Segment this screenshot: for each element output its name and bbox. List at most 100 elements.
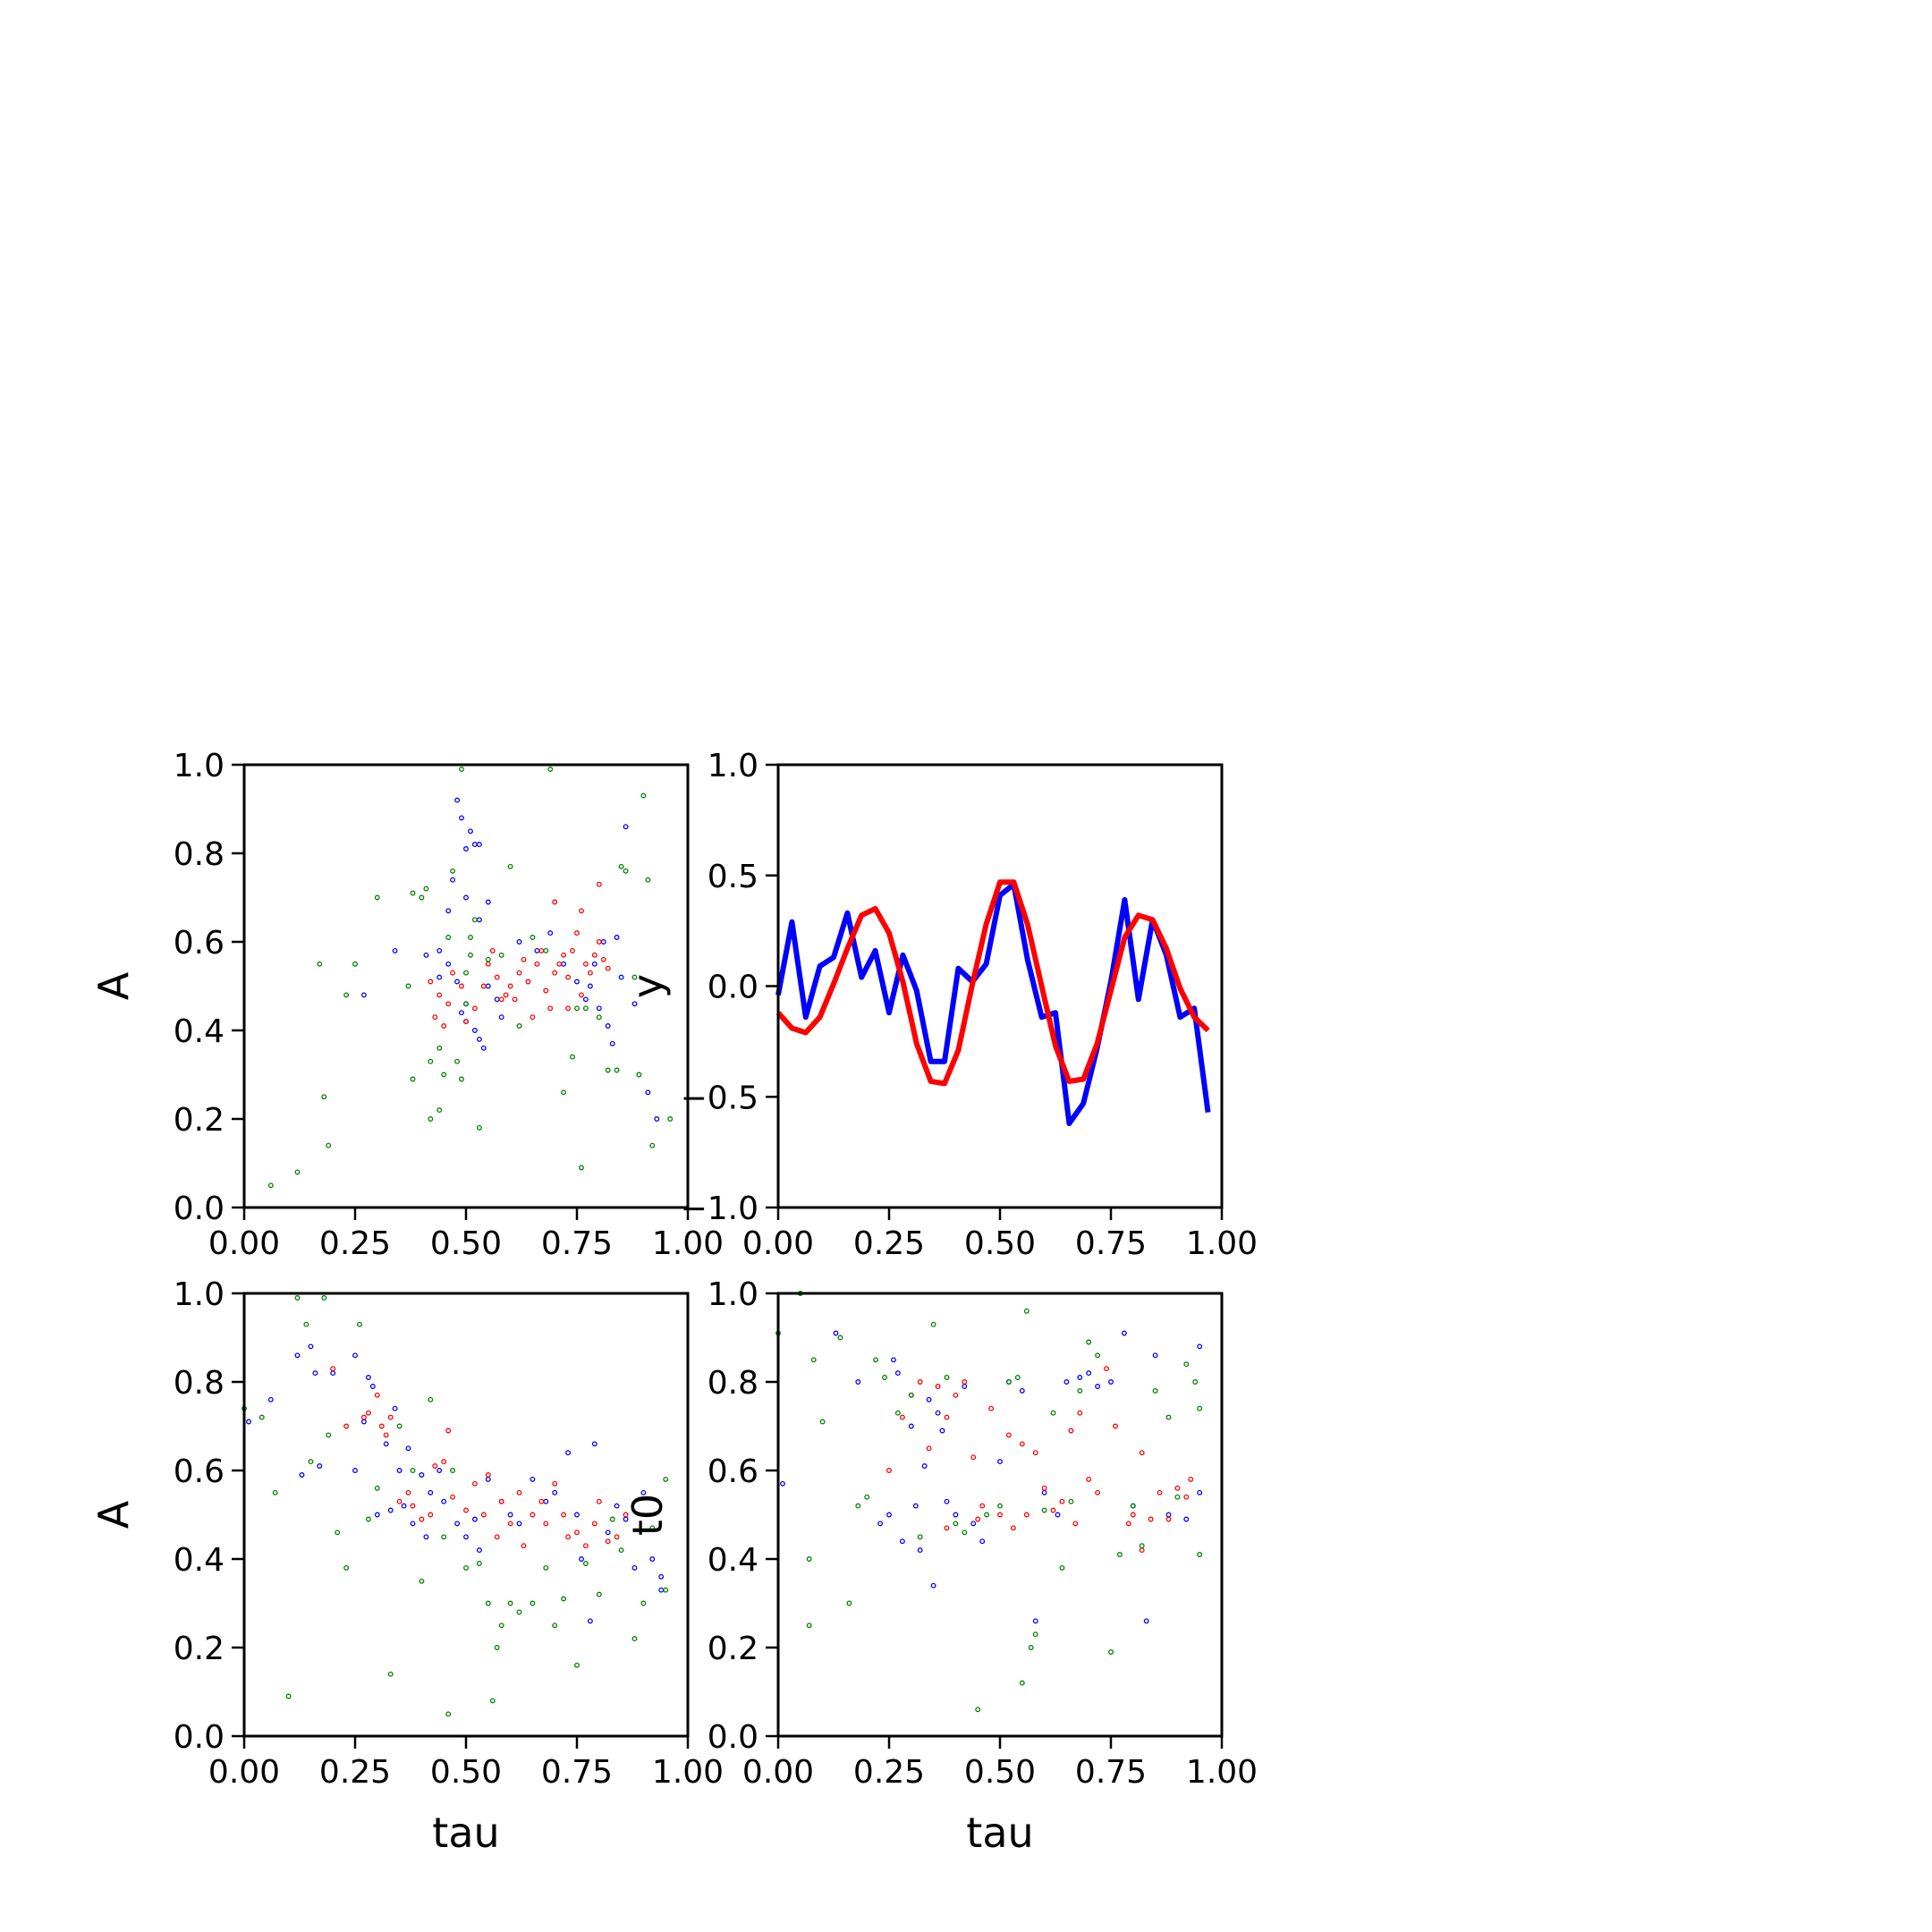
- data-point: [1183, 1516, 1190, 1522]
- data-point: [1095, 1352, 1101, 1359]
- data-point: [530, 1476, 536, 1482]
- data-point: [436, 992, 443, 998]
- data-point: [917, 1534, 923, 1540]
- data-point: [921, 1463, 928, 1469]
- data-point: [410, 890, 416, 896]
- data-point: [436, 1107, 443, 1114]
- data-point: [459, 1076, 464, 1082]
- data-point: [970, 1454, 977, 1461]
- x-tick-label: 0.25: [853, 1754, 925, 1791]
- y-tick-label: 0.6: [708, 1453, 758, 1490]
- data-point: [614, 1534, 620, 1540]
- data-point: [877, 1521, 884, 1527]
- data-point: [489, 1698, 496, 1704]
- data-point: [258, 1414, 265, 1420]
- data-point: [605, 1067, 611, 1073]
- x-tick-label: 0.00: [208, 1225, 280, 1262]
- data-point: [806, 1556, 812, 1562]
- data-point: [428, 1512, 434, 1518]
- data-point: [640, 1489, 647, 1496]
- series-line-1: [775, 879, 1210, 1087]
- data-point: [899, 1414, 905, 1420]
- data-point: [405, 1445, 411, 1452]
- data-point: [1055, 1512, 1061, 1518]
- data-point: [369, 1384, 376, 1389]
- data-point: [1028, 1645, 1034, 1650]
- data-point: [579, 1556, 584, 1562]
- data-point: [953, 1512, 959, 1518]
- data-point: [459, 983, 464, 989]
- data-point: [374, 894, 380, 901]
- data-point: [988, 1405, 995, 1411]
- data-point: [330, 1370, 336, 1377]
- data-point: [468, 952, 473, 958]
- x-tick-label: 0.50: [964, 1225, 1036, 1262]
- y-tick-label: 0.0: [708, 970, 758, 1006]
- data-point: [582, 1543, 589, 1549]
- data-point: [516, 1609, 522, 1615]
- data-point: [352, 1468, 358, 1473]
- data-point: [489, 947, 496, 953]
- data-point: [360, 1414, 367, 1420]
- data-point: [1068, 1428, 1074, 1434]
- data-point: [445, 908, 452, 914]
- data-point: [303, 1321, 309, 1327]
- data-point: [997, 1512, 1003, 1518]
- data-point: [317, 961, 323, 967]
- data-point: [591, 1521, 597, 1527]
- data-point: [498, 1014, 504, 1021]
- data-point: [596, 881, 602, 887]
- x-tick-label: 0.25: [319, 1225, 391, 1262]
- data-point: [1157, 1489, 1163, 1496]
- data-point: [471, 842, 478, 848]
- y-tick-label: 0.4: [174, 1542, 225, 1579]
- data-point: [1023, 1512, 1030, 1518]
- x-tick-label: 0.50: [430, 1225, 502, 1262]
- data-point: [1116, 1552, 1123, 1557]
- data-point: [507, 1600, 513, 1606]
- x-tick-label: 0.00: [742, 1225, 814, 1262]
- data-point: [962, 1384, 968, 1389]
- data-point: [631, 974, 638, 980]
- data-point: [574, 1530, 580, 1536]
- data-point: [640, 792, 647, 799]
- data-point: [574, 930, 580, 936]
- x-tick-label: 1.00: [1186, 1754, 1258, 1791]
- data-point: [1130, 1503, 1136, 1509]
- data-point: [587, 970, 593, 976]
- data-point: [596, 1591, 602, 1597]
- data-point: [485, 1476, 491, 1482]
- data-point: [246, 1419, 251, 1425]
- data-point: [979, 1503, 986, 1509]
- data-point: [538, 947, 545, 953]
- data-point: [631, 1636, 638, 1642]
- data-point: [445, 961, 452, 967]
- data-point: [1139, 1547, 1145, 1554]
- y-tick-label: 0.6: [174, 1453, 225, 1490]
- data-point: [428, 1116, 434, 1122]
- data-point: [516, 1023, 522, 1029]
- data-point: [450, 970, 456, 976]
- data-point: [1188, 1476, 1194, 1482]
- data-point: [935, 1384, 941, 1389]
- data-point: [485, 983, 491, 989]
- data-point: [935, 1410, 941, 1416]
- x-axis-label: tau: [966, 1809, 1033, 1857]
- data-point: [468, 935, 473, 940]
- data-point: [846, 1600, 852, 1606]
- data-point: [326, 1142, 332, 1148]
- data-point: [352, 961, 358, 967]
- data-point: [649, 1142, 656, 1148]
- data-point: [565, 1005, 572, 1012]
- data-point: [294, 1169, 301, 1175]
- data-point: [1143, 1618, 1149, 1624]
- data-point: [908, 1423, 914, 1429]
- data-point: [485, 1600, 491, 1606]
- data-point: [596, 1498, 602, 1504]
- data-point: [1063, 1379, 1070, 1385]
- data-point: [459, 767, 464, 772]
- panel-top-right: 0.00 0.25 0.50 0.75 1.00−1.0−0.50.00.51.0y: [623, 748, 1258, 1262]
- data-point: [530, 935, 536, 940]
- data-point: [454, 1521, 461, 1527]
- data-point: [917, 1379, 923, 1385]
